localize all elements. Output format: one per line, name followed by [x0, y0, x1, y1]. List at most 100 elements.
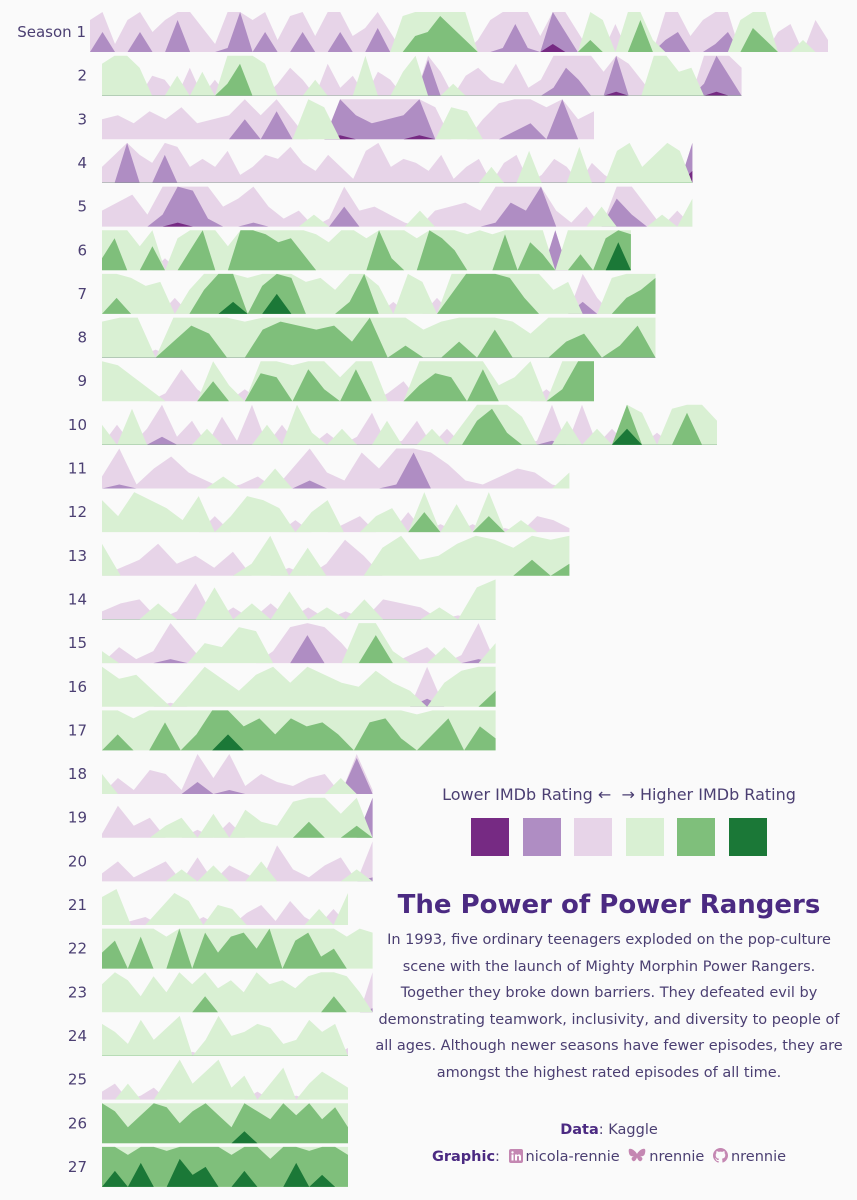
- season-label-23: 23: [68, 983, 87, 1001]
- season-label-21: 21: [68, 896, 87, 914]
- season-7-band-6: [102, 293, 656, 314]
- season-2-band-4: [102, 55, 742, 96]
- season-19-band-5: [102, 821, 373, 838]
- season-row-17: 17: [68, 710, 496, 751]
- season-15-band-2: [102, 635, 496, 664]
- season-8-band-5: [102, 317, 656, 358]
- season-21-band-4: [102, 889, 348, 925]
- season-label-1: Season 1: [17, 23, 86, 41]
- season-label-20: 20: [68, 852, 87, 870]
- season-15-band-1: [102, 623, 496, 664]
- season-15-band-4: [102, 623, 496, 664]
- legend-swatch-4: [625, 818, 664, 856]
- chart-title: The Power of Power Rangers: [397, 890, 821, 920]
- legend-swatch-2: [522, 818, 561, 856]
- season-16-band-4: [102, 666, 496, 707]
- season-row-23: 23: [68, 972, 373, 1013]
- season-row-13: 13: [68, 535, 570, 576]
- linkedin-handle[interactable]: nicola-rennie: [525, 1149, 620, 1165]
- season-label-26: 26: [68, 1114, 87, 1132]
- season-row-10: 10: [68, 404, 717, 445]
- season-5-band-2: [102, 186, 693, 227]
- github-handle[interactable]: nrennie: [730, 1149, 787, 1165]
- season-24-band-4: [102, 1015, 348, 1056]
- season-row-2: 2: [77, 55, 742, 96]
- season-row-4: 4: [77, 142, 693, 183]
- season-row-18: 18: [68, 754, 373, 795]
- season-row-27: 27: [68, 1146, 348, 1187]
- season-label-11: 11: [68, 460, 87, 478]
- season-row-3: 3: [77, 99, 594, 140]
- season-label-24: 24: [68, 1027, 87, 1045]
- bluesky-handle[interactable]: nrennie: [649, 1149, 705, 1165]
- season-label-2: 2: [77, 67, 87, 85]
- season-20-band-1: [102, 841, 373, 882]
- season-label-10: 10: [68, 416, 87, 434]
- legend-swatch-6: [728, 818, 767, 856]
- season-6-band-5: [102, 230, 631, 271]
- season-label-3: 3: [77, 110, 87, 128]
- linkedin-icon: [508, 1149, 523, 1163]
- season-row-24: 24: [68, 1015, 348, 1056]
- season-label-18: 18: [68, 765, 87, 783]
- season-20-band-4: [102, 861, 373, 882]
- season-row-9: 9: [77, 361, 594, 402]
- season-4-band-4: [102, 142, 693, 183]
- chart-description: In 1993, five ordinary teenagers explode…: [375, 932, 843, 1081]
- season-label-17: 17: [68, 721, 87, 739]
- season-label-13: 13: [68, 547, 87, 565]
- season-label-7: 7: [77, 285, 87, 303]
- season-row-20: 20: [68, 841, 373, 882]
- season-10-band-2: [102, 436, 717, 445]
- season-26-band-5: [102, 1103, 348, 1144]
- season-row-5: 5: [77, 186, 693, 227]
- season-7-band-4: [102, 273, 656, 314]
- bluesky-butterfly-icon: [628, 1148, 646, 1162]
- season-12-band-4: [102, 492, 570, 533]
- legend-swatches: [471, 818, 771, 858]
- season-row-21: 21: [68, 889, 348, 925]
- season-14-band-4: [102, 579, 496, 620]
- season-label-14: 14: [68, 590, 87, 608]
- season-row-8: 8: [77, 317, 656, 358]
- season-label-16: 16: [68, 678, 87, 696]
- season-13-band-4: [102, 535, 570, 576]
- season-4-band-1: [102, 142, 693, 183]
- legend-swatch-1: [471, 818, 509, 856]
- season-row-16: 16: [68, 666, 496, 707]
- season-row-11: 11: [68, 448, 570, 489]
- season-row-1: Season 1: [17, 12, 828, 52]
- season-1-band-5: [90, 16, 828, 52]
- season-1-band-2: [90, 12, 828, 52]
- season-9-band-5: [102, 361, 594, 402]
- season-7-band-5: [102, 273, 656, 314]
- data-source: Kaggle: [608, 1122, 658, 1138]
- season-2-band-2: [102, 55, 742, 96]
- season-22-band-5: [102, 928, 373, 969]
- season-3-band-2: [102, 99, 594, 140]
- season-1-band-1: [90, 12, 828, 52]
- season-11-band-4: [102, 468, 570, 489]
- season-row-25: 25: [68, 1059, 348, 1100]
- season-label-5: 5: [77, 198, 87, 216]
- season-9-band-4: [102, 361, 594, 402]
- season-25-band-4: [102, 1059, 348, 1100]
- season-12-band-1: [102, 512, 570, 533]
- github-icon: [712, 1148, 728, 1163]
- season-label-6: 6: [77, 241, 87, 259]
- season-17-band-5: [102, 710, 496, 751]
- season-21-band-1: [102, 901, 348, 925]
- season-label-25: 25: [68, 1071, 87, 1089]
- season-row-22: 22: [68, 928, 373, 969]
- season-row-19: 19: [68, 797, 373, 838]
- season-23-band-4: [102, 972, 373, 1013]
- season-27-band-5: [102, 1146, 348, 1187]
- season-14-band-1: [102, 583, 496, 620]
- season-row-26: 26: [68, 1103, 348, 1144]
- season-label-19: 19: [68, 809, 87, 827]
- legend-caption: Lower IMDb Rating ← → Higher IMDb Rating: [442, 785, 796, 804]
- legend-swatch-3: [574, 818, 612, 856]
- legend-swatch-5: [677, 818, 715, 856]
- season-label-8: 8: [77, 329, 87, 347]
